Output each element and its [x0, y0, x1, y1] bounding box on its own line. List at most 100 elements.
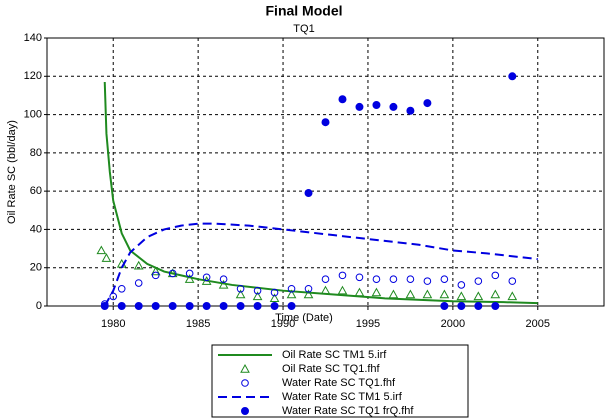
legend-box — [211, 344, 469, 418]
circle-marker — [270, 288, 279, 297]
legend-label: Water Rate SC TQ1 frQ.fhf — [282, 405, 414, 417]
filled-circle-marker — [253, 302, 262, 310]
x-tick-label: 1985 — [186, 318, 210, 330]
triangle-marker — [405, 289, 416, 299]
x-tick-label: 1995 — [356, 318, 380, 330]
circle-marker — [457, 281, 466, 289]
filled-circle-marker — [338, 95, 347, 104]
triangle-marker — [101, 253, 112, 262]
triangle-marker — [371, 287, 382, 297]
filled-circle-marker — [457, 302, 466, 310]
y-tick-label: 80 — [30, 147, 42, 159]
x-axis-label: Time (Date) — [275, 312, 333, 324]
circle-marker — [508, 277, 517, 285]
chart-title: Final Model — [266, 3, 343, 19]
filled-circle-marker — [491, 302, 500, 310]
filled-circle-marker — [508, 72, 517, 81]
chart-subtitle: TQ1 — [293, 23, 314, 35]
circle-marker — [423, 277, 432, 285]
filled-circle-marker — [202, 302, 211, 310]
circle-marker — [389, 275, 398, 284]
x-tick-label: 1990 — [271, 318, 295, 330]
filled-circle-marker — [474, 302, 483, 310]
triangle-marker — [439, 289, 450, 299]
legend-label: Oil Rate SC TQ1.fhf — [282, 363, 381, 375]
legend-swatch — [241, 379, 249, 387]
triangle-marker — [490, 289, 501, 299]
circle-marker — [109, 292, 118, 301]
triangle-marker — [252, 291, 263, 301]
filled-circle-marker — [100, 302, 109, 310]
x-tick-label: 1980 — [101, 318, 125, 330]
triangle-marker — [303, 289, 314, 299]
circle-marker — [202, 273, 211, 282]
circle-marker — [134, 279, 143, 287]
plot-border — [46, 37, 605, 307]
filled-circle-marker — [304, 189, 313, 198]
legend-label: Water Rate SC TQ1.fhf — [282, 377, 396, 389]
triangle-marker — [320, 285, 331, 295]
series-line — [103, 81, 538, 305]
circle-marker — [355, 273, 364, 282]
triangle-marker — [354, 287, 365, 297]
filled-circle-marker — [219, 302, 228, 310]
filled-circle-marker — [270, 302, 279, 310]
triangle-marker — [201, 276, 212, 285]
circle-marker — [372, 275, 381, 284]
triangle-marker — [473, 291, 484, 301]
circle-marker — [440, 275, 449, 284]
circle-marker — [474, 277, 483, 285]
filled-circle-marker — [185, 302, 194, 310]
y-tick-label: 40 — [30, 223, 42, 235]
circle-marker — [406, 275, 415, 284]
filled-circle-marker — [355, 102, 364, 111]
circle-marker — [338, 271, 347, 280]
y-axis-label: Oil Rate SC (bbl/day) — [6, 120, 18, 224]
triangle-marker — [150, 266, 161, 276]
circle-marker — [185, 269, 194, 278]
triangle-marker — [507, 291, 518, 301]
triangle-marker — [269, 293, 280, 303]
legend-swatch — [241, 407, 249, 415]
circle-marker — [287, 284, 296, 293]
filled-circle-marker — [287, 302, 296, 310]
y-tick-label: 120 — [24, 70, 42, 82]
y-tick-label: 140 — [24, 32, 42, 44]
triangle-marker — [422, 289, 433, 299]
triangle-marker — [388, 289, 399, 299]
legend-label: Water Rate SC TM1 5.irf — [282, 391, 403, 403]
filled-circle-marker — [440, 302, 449, 310]
circle-marker — [168, 269, 177, 278]
filled-circle-marker — [151, 302, 160, 310]
filled-circle-marker — [406, 106, 415, 115]
filled-circle-marker — [134, 302, 143, 310]
circle-marker — [117, 284, 126, 293]
triangle-marker — [286, 289, 297, 299]
filled-circle-marker — [423, 99, 432, 108]
legend-swatch — [240, 363, 250, 373]
triangle-marker — [235, 289, 246, 299]
filled-circle-marker — [168, 302, 177, 310]
y-tick-label: 60 — [30, 185, 42, 197]
triangle-marker — [184, 274, 195, 283]
y-tick-label: 0 — [36, 300, 42, 312]
filled-circle-marker — [372, 101, 381, 109]
series-line — [103, 222, 538, 307]
circle-marker — [321, 275, 330, 284]
circle-marker — [253, 286, 262, 295]
filled-circle-marker — [236, 302, 245, 310]
filled-circle-marker — [117, 302, 126, 310]
legend-label: Oil Rate SC TM1 5.irf — [282, 349, 387, 361]
y-tick-label: 20 — [30, 262, 42, 274]
triangle-marker — [96, 245, 107, 255]
circle-marker — [304, 284, 313, 293]
filled-circle-marker — [321, 118, 330, 127]
triangle-marker — [218, 279, 229, 289]
circle-marker — [236, 284, 245, 293]
filled-circle-marker — [389, 102, 398, 111]
x-tick-label: 2000 — [441, 318, 465, 330]
circle-marker — [151, 271, 160, 280]
circle-marker — [491, 271, 500, 280]
y-tick-label: 100 — [24, 108, 42, 120]
